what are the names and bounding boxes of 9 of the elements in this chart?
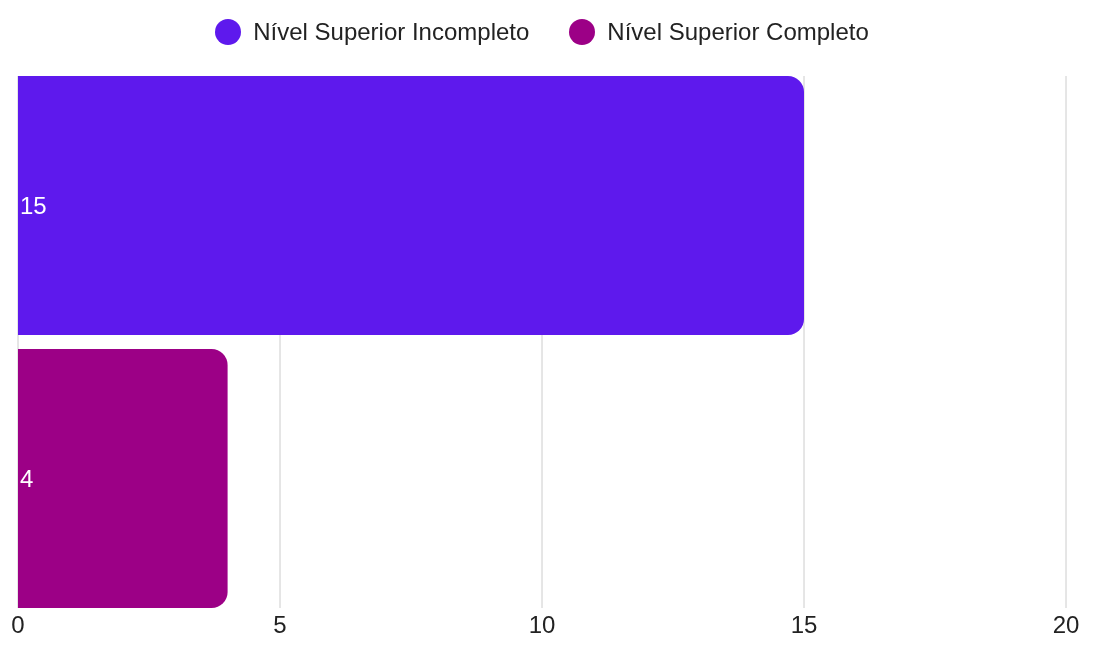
data-label: 4: [20, 465, 34, 493]
data-label: 15: [20, 192, 47, 220]
x-tick-label: 15: [790, 611, 818, 639]
x-tick-label: 10: [528, 611, 556, 639]
x-tick-label: 0: [11, 611, 25, 639]
legend-label: Nível Superior Completo: [607, 18, 869, 46]
legend-label: Nível Superior Incompleto: [253, 18, 530, 46]
x-tick-label: 20: [1052, 611, 1080, 639]
x-tick-label: 5: [273, 611, 287, 639]
